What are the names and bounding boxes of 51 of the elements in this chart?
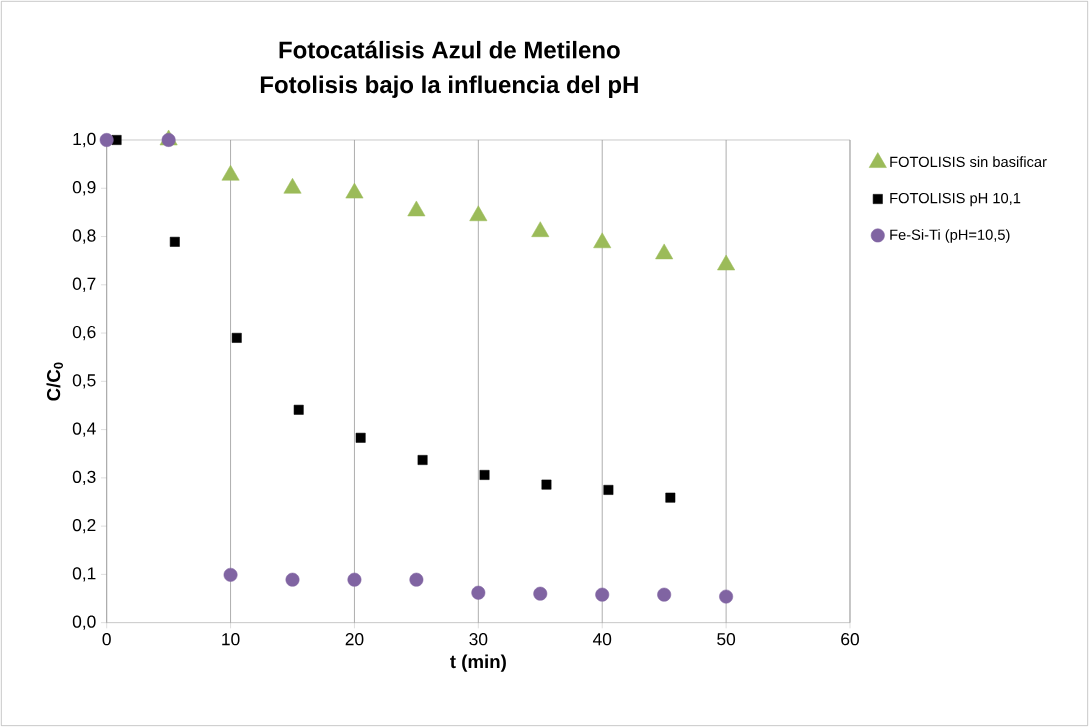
- point: [223, 567, 238, 582]
- point: [417, 455, 428, 465]
- point: [603, 484, 614, 495]
- point: [355, 432, 366, 443]
- y-tick-label: 0,3: [72, 470, 96, 486]
- y-tick-label: 1,0: [73, 132, 96, 148]
- x-tick-label: 20: [345, 633, 364, 646]
- y-tick-label: 0,6: [72, 325, 96, 341]
- y-tick-label: 0,1: [72, 567, 96, 582]
- point: [541, 479, 552, 490]
- y-tick-label: 0,4: [72, 422, 96, 437]
- x-tick-label: 40: [592, 633, 612, 646]
- point: [231, 332, 242, 343]
- point: [657, 587, 672, 602]
- point: [655, 243, 674, 260]
- point: [283, 177, 302, 194]
- y-tick-label: 0,2: [72, 518, 96, 534]
- point: [409, 572, 424, 587]
- x-tick-label: 50: [717, 633, 736, 646]
- point: [285, 572, 300, 587]
- x-tick-label: 0: [102, 633, 111, 646]
- point: [717, 254, 736, 271]
- x-tick-label: 60: [841, 633, 859, 646]
- point: [469, 205, 488, 222]
- y-tick-label: 0,7: [72, 277, 96, 292]
- point: [345, 182, 364, 199]
- chart-title: Fotocatálisis Azul de Metileno Fotolisis bajo la influencia del pH: [260, 40, 638, 98]
- y-tick-label: 0,5: [72, 374, 96, 389]
- point: [533, 586, 548, 601]
- y-axis-title: C/C$_{0}$: [46, 362, 64, 401]
- point: [593, 232, 612, 249]
- x-tick-label: 10: [222, 633, 240, 646]
- point: [169, 236, 180, 247]
- point: [293, 404, 304, 415]
- y-tick-label: 0,8: [72, 229, 96, 244]
- point: [471, 585, 486, 600]
- legend-label: Fe-Si-Ti (pH=10,5): [890, 229, 1010, 243]
- point: [665, 492, 676, 503]
- point: [479, 470, 490, 480]
- legend-label: FOTOLISIS pH 10,1: [890, 192, 1021, 207]
- legend-label: FOTOLISIS sin basificar: [890, 156, 1047, 168]
- x-axis-title: t (min): [450, 654, 506, 672]
- point: [531, 221, 550, 237]
- y-tick-label: 0,9: [72, 181, 96, 196]
- point: [719, 589, 734, 604]
- point: [407, 200, 426, 217]
- point: [347, 572, 362, 587]
- point: [221, 164, 240, 181]
- y-tick-label: 0,0: [72, 615, 96, 630]
- x-tick-label: 30: [469, 633, 488, 646]
- point: [595, 587, 610, 602]
